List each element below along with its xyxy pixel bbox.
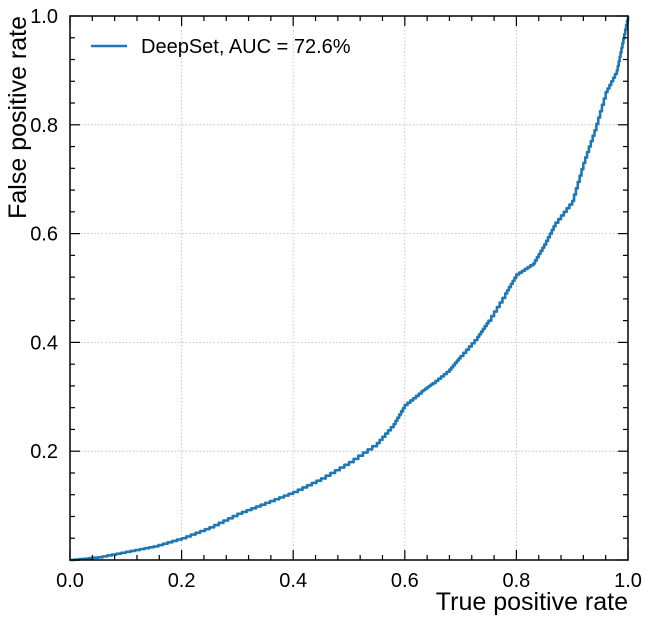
series-line-deepset	[70, 16, 630, 562]
plot-frame	[69, 15, 629, 561]
y-tick-label-2: 0.6	[30, 224, 58, 246]
tick-labels: 0.0 0.2 0.4 0.6 0.8 1.0 0.2 0.4 0.6 0.8 1.0	[30, 6, 642, 592]
x-tick-label-0: 0.0	[56, 570, 84, 592]
legend-label-deepset: DeepSet, AUC = 72.6%	[141, 36, 351, 58]
series-layer	[70, 16, 630, 562]
grid-lines	[70, 16, 628, 560]
y-axis-label: False positive rate	[4, 16, 32, 219]
x-axis-label: True positive rate	[436, 588, 628, 616]
y-tick-label-0: 0.2	[30, 441, 58, 463]
y-tick-label-3: 0.8	[30, 115, 58, 137]
x-tick-label-2: 0.4	[279, 570, 307, 592]
x-tick-label-1: 0.2	[168, 570, 196, 592]
legend: DeepSet, AUC = 72.6%	[91, 36, 351, 58]
y-tick-label-4: 1.0	[30, 6, 58, 28]
y-tick-label-1: 0.4	[30, 332, 58, 354]
x-tick-label-3: 0.6	[391, 570, 419, 592]
tick-marks	[69, 15, 629, 561]
x-tick-label-5: 1.0	[614, 570, 642, 592]
x-tick-label-4: 0.8	[502, 570, 530, 592]
